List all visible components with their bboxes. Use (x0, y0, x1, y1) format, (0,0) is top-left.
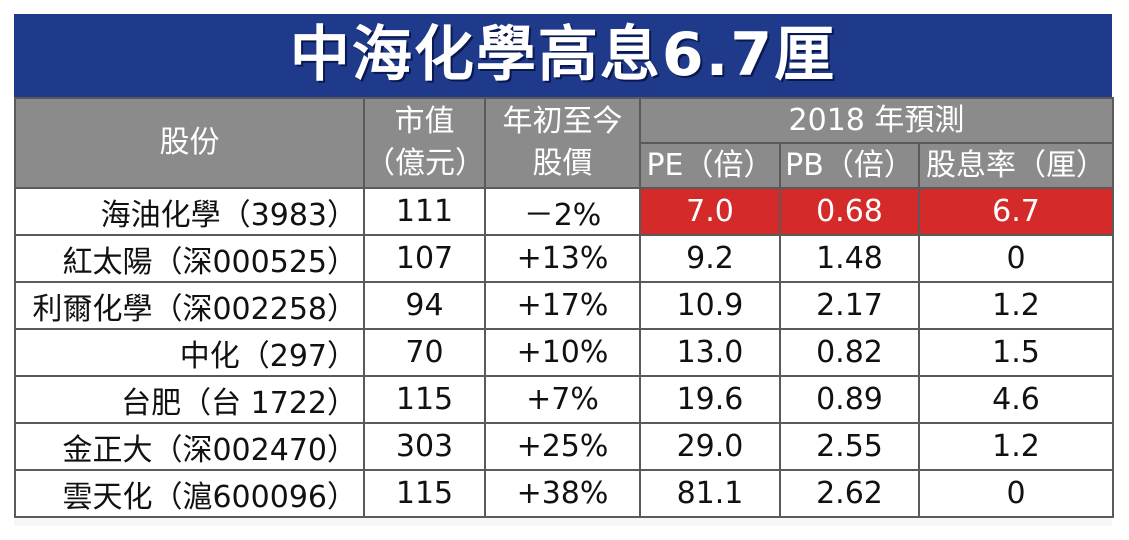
cell-ytd: +25% (484, 422, 641, 471)
cell-stock-name: 台肥（台 1722） (14, 375, 365, 424)
header-ytd-line1: 年初至今 (502, 104, 623, 139)
cell-pb: 0.89 (779, 375, 920, 424)
header-market-cap-line2: （億元） (365, 146, 485, 181)
header-pb: PB（倍） (779, 142, 920, 189)
cell-pe: 81.1 (639, 469, 781, 518)
cell-pb-highlight: 0.68 (779, 187, 920, 236)
header-market-cap-line1: 市值 (394, 104, 455, 139)
cell-market-cap: 107 (363, 234, 486, 283)
table-row: 雲天化（滬600096） 115 +38% 81.1 2.62 0 (14, 469, 1114, 518)
table-row: 紅太陽（深000525） 107 +13% 9.2 1.48 0 (14, 234, 1114, 283)
cell-ytd: －2% (484, 187, 641, 236)
table-row: 金正大（深002470） 303 +25% 29.0 2.55 1.2 (14, 422, 1114, 471)
cell-yield: 1.2 (918, 422, 1114, 471)
cell-pe: 13.0 (639, 328, 781, 377)
cell-stock-name: 金正大（深002470） (14, 422, 365, 471)
cell-yield: 0 (918, 469, 1114, 518)
table-row: 海油化學（3983） 111 －2% 7.0 0.68 6.7 (14, 187, 1114, 236)
cell-pb: 2.17 (779, 281, 920, 330)
header-ytd: 年初至今 股價 (484, 97, 641, 189)
cell-stock-name: 紅太陽（深000525） (14, 234, 365, 283)
cell-ytd: +7% (484, 375, 641, 424)
cell-ytd: +17% (484, 281, 641, 330)
cell-yield-highlight: 6.7 (918, 187, 1114, 236)
cell-pb: 2.55 (779, 422, 920, 471)
header-market-cap: 市值 （億元） (363, 97, 486, 189)
cell-ytd: +13% (484, 234, 641, 283)
table-row: 中化（297） 70 +10% 13.0 0.82 1.5 (14, 328, 1114, 377)
header-pe: PE（倍） (639, 142, 781, 189)
header-forecast-group: 2018 年預測 (639, 97, 1114, 144)
cell-pe: 29.0 (639, 422, 781, 471)
page-title: 中海化學高息6.7厘 (14, 14, 1112, 97)
cell-yield: 0 (918, 234, 1114, 283)
cell-pe: 9.2 (639, 234, 781, 283)
header-ytd-line2: 股價 (532, 146, 593, 181)
cell-pe: 10.9 (639, 281, 781, 330)
table-row: 台肥（台 1722） 115 +7% 19.6 0.89 4.6 (14, 375, 1114, 424)
cell-market-cap: 70 (363, 328, 486, 377)
cell-stock-name: 利爾化學（深002258） (14, 281, 365, 330)
cell-pe-highlight: 7.0 (639, 187, 781, 236)
cell-stock-name: 中化（297） (14, 328, 365, 377)
cell-market-cap: 115 (363, 469, 486, 518)
cell-pb: 1.48 (779, 234, 920, 283)
cell-pb: 2.62 (779, 469, 920, 518)
cell-yield: 1.2 (918, 281, 1114, 330)
cell-stock-name: 海油化學（3983） (14, 187, 365, 236)
cell-ytd: +38% (484, 469, 641, 518)
cell-yield: 4.6 (918, 375, 1114, 424)
cell-yield: 1.5 (918, 328, 1114, 377)
cell-market-cap: 303 (363, 422, 486, 471)
cell-pb: 0.82 (779, 328, 920, 377)
cell-stock-name: 雲天化（滬600096） (14, 469, 365, 518)
data-table: 股份 市值 （億元） 年初至今 股價 2018 年預測 PE（倍） PB（倍） … (14, 97, 1114, 518)
cell-ytd: +10% (484, 328, 641, 377)
cell-market-cap: 94 (363, 281, 486, 330)
table-row: 利爾化學（深002258） 94 +17% 10.9 2.17 1.2 (14, 281, 1114, 330)
header-yield: 股息率（厘） (918, 142, 1114, 189)
cell-market-cap: 115 (363, 375, 486, 424)
cell-pe: 19.6 (639, 375, 781, 424)
header-stock: 股份 (14, 97, 365, 189)
cell-market-cap: 111 (363, 187, 486, 236)
